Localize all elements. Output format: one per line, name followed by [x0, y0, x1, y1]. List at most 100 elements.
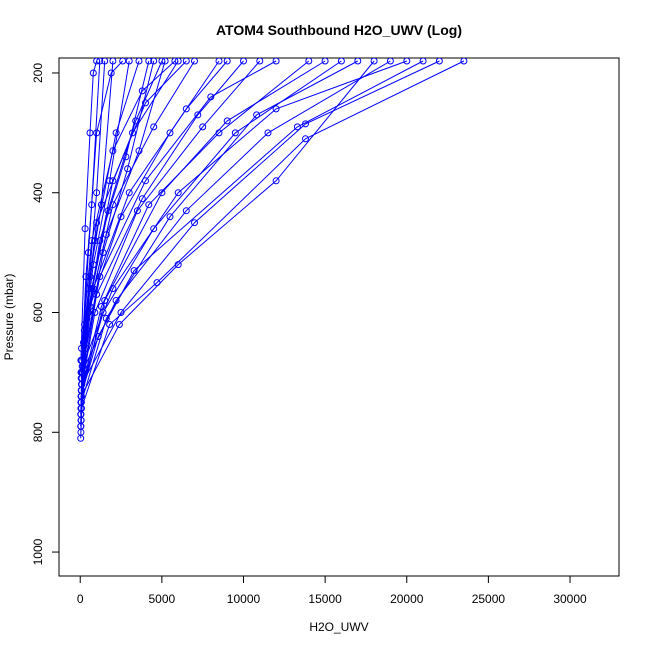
series-line	[80, 60, 101, 427]
data-point	[150, 225, 158, 233]
data-point	[272, 58, 280, 65]
data-point	[86, 129, 94, 137]
data-point	[84, 249, 92, 257]
data-point	[77, 392, 85, 400]
data-point	[89, 69, 97, 77]
series-line	[81, 60, 310, 391]
series-line	[81, 60, 244, 385]
data-point	[302, 120, 309, 128]
chart-title: ATOM4 Southbound H2O_UWV (Log)	[216, 22, 462, 38]
data-point	[109, 177, 117, 185]
y-tick-label: 200	[31, 63, 45, 83]
data-point	[166, 213, 174, 221]
data-point	[117, 309, 125, 316]
data-point	[115, 321, 123, 328]
y-axis: 200 400 600 800 1000	[31, 63, 60, 565]
data-point	[142, 99, 149, 107]
data-point	[223, 117, 231, 125]
data-point	[460, 58, 468, 65]
data-point	[77, 368, 85, 376]
series-line	[81, 60, 277, 373]
series-line	[80, 60, 342, 391]
x-tick-label: 5000	[149, 592, 176, 606]
data-point	[337, 58, 345, 65]
data-point	[99, 249, 107, 257]
series-line	[81, 60, 407, 367]
series-line	[80, 60, 114, 439]
y-tick-label: 800	[31, 422, 45, 442]
data-point	[93, 58, 101, 65]
data-point	[191, 219, 198, 227]
data-point	[194, 111, 202, 119]
x-axis: 0 5000 10000 15000 20000 25000 30000	[77, 575, 587, 606]
x-tick-label: 15000	[308, 592, 342, 606]
data-point	[215, 129, 223, 137]
data-point	[138, 195, 146, 203]
data-point	[82, 273, 90, 281]
series-line	[80, 60, 375, 397]
data-point	[93, 291, 101, 298]
data-point	[321, 58, 329, 65]
data-point	[293, 123, 301, 131]
data-point	[199, 123, 207, 131]
data-point	[112, 297, 120, 304]
data-point	[124, 165, 132, 173]
data-point	[99, 309, 107, 316]
data-point	[419, 58, 427, 65]
y-tick-label: 1000	[31, 538, 45, 565]
data-point	[223, 58, 231, 65]
data-point	[354, 58, 362, 65]
series-line	[80, 60, 261, 391]
data-point	[264, 129, 272, 137]
data-point	[231, 129, 239, 137]
data-point	[109, 147, 117, 155]
data-point	[135, 147, 143, 155]
data-point	[174, 58, 182, 65]
data-point	[79, 362, 87, 370]
y-tick-label: 600	[31, 302, 45, 322]
data-point	[145, 58, 153, 65]
series-line	[80, 60, 326, 397]
data-point	[96, 237, 104, 245]
data-point	[256, 58, 264, 65]
series-line	[81, 60, 440, 385]
data-point	[370, 58, 378, 65]
series-layer	[77, 58, 468, 442]
data-point	[133, 207, 141, 215]
data-point	[93, 129, 101, 137]
series-line	[81, 60, 465, 409]
x-tick-label: 25000	[472, 592, 506, 606]
data-point	[138, 87, 146, 95]
data-point	[158, 189, 166, 197]
data-point	[106, 321, 114, 328]
data-point	[403, 58, 411, 65]
data-point	[88, 237, 96, 245]
data-point	[112, 129, 120, 137]
series-line	[81, 60, 228, 385]
data-point	[305, 58, 313, 65]
x-tick-label: 30000	[553, 592, 587, 606]
data-point	[182, 105, 190, 113]
x-tick-label: 20000	[390, 592, 424, 606]
y-axis-label: Pressure (mbar)	[2, 274, 16, 361]
data-point	[435, 58, 443, 65]
data-point	[240, 58, 247, 65]
data-point	[101, 58, 109, 65]
data-point	[80, 327, 88, 334]
y-tick-label: 400	[31, 182, 45, 202]
x-tick-label: 0	[77, 592, 84, 606]
data-point	[117, 213, 125, 221]
data-point	[97, 201, 105, 209]
data-point	[96, 58, 104, 65]
data-point	[182, 58, 190, 65]
data-point	[272, 177, 280, 185]
data-point	[104, 207, 112, 215]
series-line	[81, 60, 176, 349]
series-line	[81, 60, 391, 373]
data-point	[135, 58, 143, 65]
data-point	[125, 189, 133, 197]
data-point	[109, 58, 117, 65]
data-point	[158, 58, 166, 65]
data-point	[145, 201, 153, 209]
